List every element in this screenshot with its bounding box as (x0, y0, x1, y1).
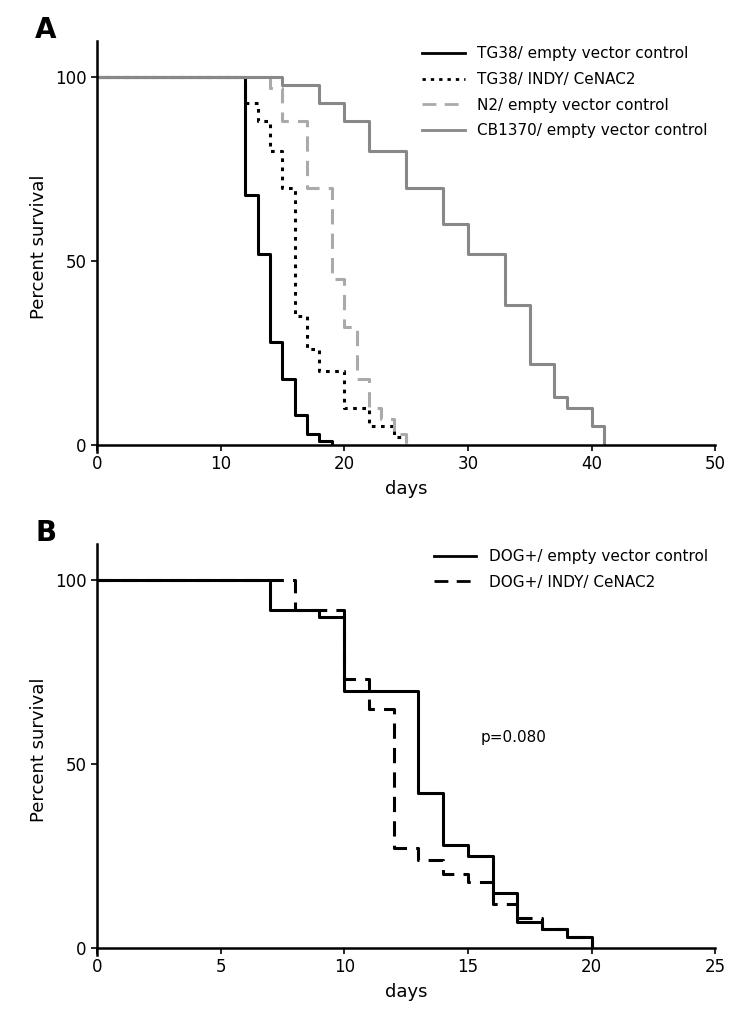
Legend: TG38/ empty vector control, TG38/ INDY/ CeNAC2, N2/ empty vector control, CB1370: TG38/ empty vector control, TG38/ INDY/ … (416, 40, 714, 144)
Legend: DOG+/ empty vector control, DOG+/ INDY/ CeNAC2: DOG+/ empty vector control, DOG+/ INDY/ … (428, 543, 714, 596)
Y-axis label: Percent survival: Percent survival (30, 677, 48, 822)
X-axis label: days: days (384, 481, 428, 498)
Text: A: A (35, 16, 57, 44)
Y-axis label: Percent survival: Percent survival (30, 174, 48, 319)
Text: B: B (35, 519, 56, 547)
X-axis label: days: days (384, 983, 428, 1001)
Text: p=0.080: p=0.080 (481, 729, 546, 745)
